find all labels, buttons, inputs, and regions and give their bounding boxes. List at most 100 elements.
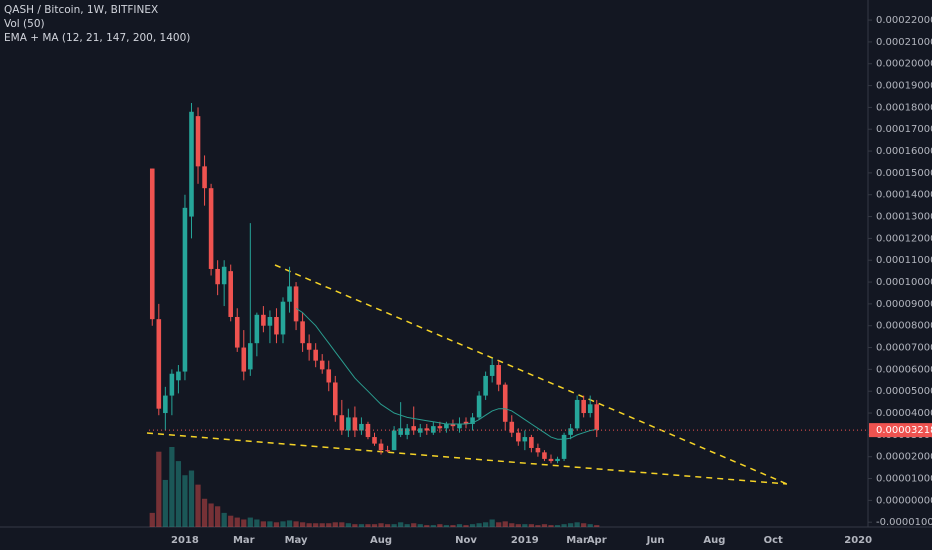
candle-body (208, 188, 214, 269)
candle-body (189, 111, 194, 217)
y-tick-label: 0.00004000 (876, 408, 932, 419)
candle-body (542, 452, 547, 459)
candle-body (267, 316, 273, 326)
volume-bar (273, 522, 280, 527)
candle-body (300, 321, 305, 344)
candle-body (561, 434, 567, 459)
volume-bar (378, 523, 384, 527)
volume-bar (169, 447, 175, 527)
x-tick-label: Nov (455, 535, 477, 546)
volume-bar (489, 519, 495, 527)
candle-body (587, 404, 593, 414)
volume-bar (384, 524, 391, 527)
x-tick-label: 2020 (844, 535, 872, 546)
candle-body (365, 423, 371, 438)
volume-bar (352, 524, 358, 527)
candle-body (594, 404, 600, 431)
candle-body (522, 437, 528, 442)
y-tick-label: 0.00017000 (876, 124, 932, 135)
candle-body (195, 116, 201, 167)
y-tick-label: 0.00014000 (876, 190, 932, 201)
candle-body (241, 347, 247, 372)
y-tick-label: 0.00018000 (876, 102, 932, 113)
candle-body (404, 428, 410, 435)
candle-body (221, 266, 227, 285)
volume-bar (293, 521, 299, 527)
volume-bar (221, 512, 227, 527)
candle-body (261, 314, 266, 326)
volume-bar (581, 523, 587, 527)
candle-body (254, 314, 260, 344)
x-tick-label: 2018 (171, 535, 199, 546)
volume-bar (215, 506, 221, 527)
candle-body (163, 395, 168, 414)
candle-body (346, 417, 351, 431)
candle-body (313, 349, 318, 361)
last-price-tag (869, 423, 932, 438)
y-tick-label: 0.00001000 (876, 474, 932, 485)
y-tick-label: 0.00007000 (876, 343, 932, 354)
volume-bar (443, 525, 450, 527)
volume-bar (175, 461, 182, 527)
candle-body (417, 428, 423, 433)
candle-body (359, 423, 364, 431)
volume-bar (476, 523, 482, 527)
candle-body (293, 286, 299, 322)
candle-body (228, 271, 233, 317)
volume-bar (528, 524, 534, 527)
candle-body (326, 369, 332, 383)
candle-body (457, 423, 462, 429)
y-tick-label: 0.00015000 (876, 168, 932, 179)
volume-bar (398, 522, 404, 527)
y-tick-label: 0.00012000 (876, 233, 932, 244)
candle-body (574, 399, 580, 429)
candle-body (444, 423, 449, 429)
candle-body (548, 458, 554, 462)
volume-bar (541, 524, 548, 527)
candle-body (391, 430, 397, 451)
trend-line (274, 264, 788, 485)
volume-bar (286, 520, 293, 527)
volume-bar (326, 523, 332, 527)
y-tick-label: 0.00005000 (876, 386, 932, 397)
candle-body (149, 168, 155, 320)
volume-bar (247, 517, 253, 527)
candle-body (568, 428, 573, 435)
candle-body (319, 360, 325, 370)
candle-body (378, 443, 384, 451)
volume-bar (561, 524, 567, 527)
indicator-label: EMA + MA (12, 21, 147, 200, 1400) (4, 32, 190, 44)
x-tick-label: Aug (370, 535, 392, 546)
volume-bar (201, 498, 208, 527)
candle-body (280, 301, 286, 335)
volume-bar (339, 522, 345, 527)
candle-body (248, 343, 253, 370)
candle-body (306, 343, 312, 350)
volume-bar (574, 522, 580, 527)
volume-bar (437, 524, 443, 527)
volume-bar (241, 519, 247, 527)
candle-body (332, 382, 338, 416)
y-tick-label: 0.00016000 (876, 146, 932, 157)
volume-bar (319, 523, 325, 527)
x-tick-label: Oct (764, 535, 783, 546)
x-tick-label: May (285, 535, 308, 546)
volume-bar (496, 522, 502, 527)
candle-body (176, 371, 181, 381)
volume-bar (156, 451, 162, 527)
candle-body (509, 421, 515, 433)
volume-bar (456, 524, 463, 527)
volume-bar (515, 524, 521, 527)
candle-body (372, 437, 377, 444)
candle-body (411, 426, 417, 431)
volume-bar (365, 524, 371, 527)
candle-body (476, 395, 482, 418)
candle-body (398, 428, 403, 435)
candle-body (463, 421, 469, 424)
y-tick-label: -0.00001000 (876, 517, 932, 528)
volume-bar (345, 523, 351, 527)
candle-body (202, 166, 207, 189)
candle-body (424, 428, 430, 431)
candle-body (483, 375, 488, 396)
